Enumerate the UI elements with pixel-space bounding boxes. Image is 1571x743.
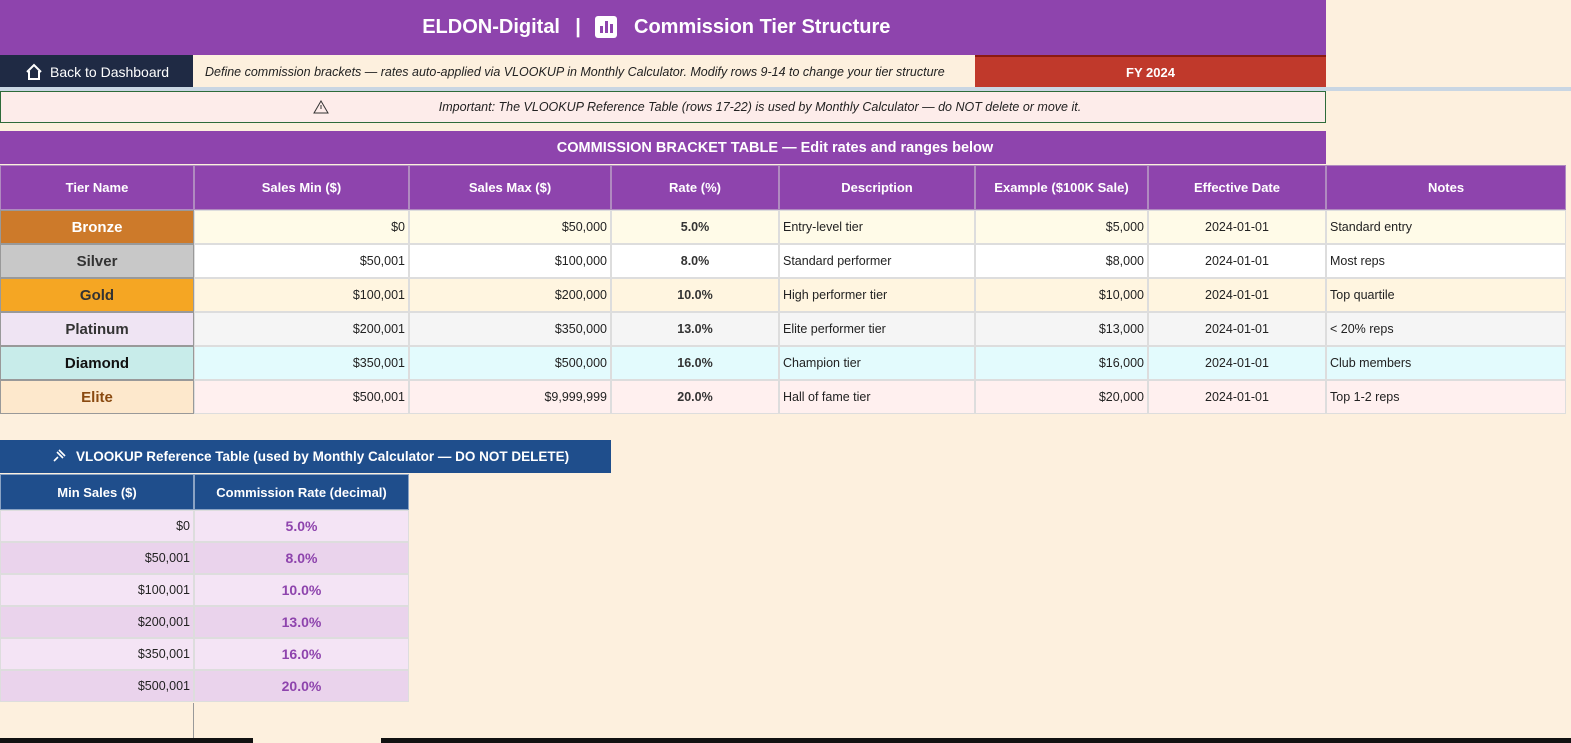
table-cell: 8.0% bbox=[611, 244, 779, 278]
table-cell: $8,000 bbox=[975, 244, 1148, 278]
info-text: Define commission brackets — rates auto-… bbox=[194, 55, 974, 88]
table-cell: $9,999,999 bbox=[409, 380, 611, 414]
table-cell: Elite performer tier bbox=[779, 312, 975, 346]
icon bbox=[600, 21, 613, 33]
column-header: Notes bbox=[1326, 165, 1566, 210]
table-cell: 2024-01-01 bbox=[1148, 312, 1326, 346]
table-cell: $13,000 bbox=[975, 312, 1148, 346]
table-cell: $100,001 bbox=[194, 278, 409, 312]
table-cell: $350,001 bbox=[194, 346, 409, 380]
table-cell: $20,000 bbox=[975, 380, 1148, 414]
table-cell: 2024-01-01 bbox=[1148, 210, 1326, 244]
tab-bar bbox=[381, 738, 1571, 743]
pin-icon bbox=[50, 447, 68, 465]
table-cell: Champion tier bbox=[779, 346, 975, 380]
table-cell: Most reps bbox=[1326, 244, 1566, 278]
table-cell: Standard entry bbox=[1326, 210, 1566, 244]
column-header: Min Sales ($) bbox=[0, 474, 194, 510]
table-cell: 10.0% bbox=[611, 278, 779, 312]
column-header: Sales Max ($) bbox=[409, 165, 611, 210]
table-cell: $200,001 bbox=[0, 606, 194, 638]
icon bbox=[26, 63, 42, 80]
column-header: Effective Date bbox=[1148, 165, 1326, 210]
table-cell: < 20% reps bbox=[1326, 312, 1566, 346]
table-cell: $0 bbox=[0, 510, 194, 542]
column-header: Rate (%) bbox=[611, 165, 779, 210]
tier-name: Platinum bbox=[0, 312, 194, 346]
vlookup-bar bbox=[0, 440, 611, 473]
home-icon bbox=[24, 62, 44, 82]
table-cell: 5.0% bbox=[611, 210, 779, 244]
column-header: Example ($100K Sale) bbox=[975, 165, 1148, 210]
table-cell: $5,000 bbox=[975, 210, 1148, 244]
warning-bar bbox=[0, 91, 1326, 123]
header-brand: ELDON-Digital bbox=[422, 16, 560, 38]
table-cell: $50,000 bbox=[409, 210, 611, 244]
table-cell: $100,001 bbox=[0, 574, 194, 606]
table-cell: $50,001 bbox=[194, 244, 409, 278]
table-cell: High performer tier bbox=[779, 278, 975, 312]
table-cell: Entry-level tier bbox=[779, 210, 975, 244]
table-cell: Club members bbox=[1326, 346, 1566, 380]
table-cell: $0 bbox=[194, 210, 409, 244]
table-cell: $500,000 bbox=[409, 346, 611, 380]
column-header: Sales Min ($) bbox=[194, 165, 409, 210]
table-cell: $200,001 bbox=[194, 312, 409, 346]
tier-name: Elite bbox=[0, 380, 194, 414]
fy-badge: FY 2024 bbox=[975, 55, 1326, 88]
header-title: Commission Tier Structure bbox=[634, 16, 891, 38]
tier-name: Bronze bbox=[0, 210, 194, 244]
table-cell: 20.0% bbox=[194, 670, 409, 702]
table-cell: 5.0% bbox=[194, 510, 409, 542]
table-cell: 16.0% bbox=[611, 346, 779, 380]
table-cell: $350,000 bbox=[409, 312, 611, 346]
table-cell: 2024-01-01 bbox=[1148, 346, 1326, 380]
gridline bbox=[193, 703, 194, 739]
warn-icon bbox=[312, 98, 330, 116]
table-cell: $350,001 bbox=[0, 638, 194, 670]
table-cell: 2024-01-01 bbox=[1148, 380, 1326, 414]
column-header: Description bbox=[779, 165, 975, 210]
icon bbox=[313, 100, 329, 114]
table-cell: $500,001 bbox=[0, 670, 194, 702]
table-cell: 2024-01-01 bbox=[1148, 244, 1326, 278]
tier-name: Silver bbox=[0, 244, 194, 278]
tab-bar bbox=[0, 738, 253, 743]
table-cell: $500,001 bbox=[194, 380, 409, 414]
table-cell: 8.0% bbox=[194, 542, 409, 574]
warning-text: Important: The VLOOKUP Reference Table (… bbox=[438, 100, 1082, 114]
header-bar bbox=[0, 0, 1326, 55]
table-cell: Top quartile bbox=[1326, 278, 1566, 312]
column-header: Tier Name bbox=[0, 165, 194, 210]
table-cell: $100,000 bbox=[409, 244, 611, 278]
table-cell: Hall of fame tier bbox=[779, 380, 975, 414]
table-cell: Top 1-2 reps bbox=[1326, 380, 1566, 414]
vlookup-title: VLOOKUP Reference Table (used by Monthly… bbox=[76, 449, 570, 464]
section-title: COMMISSION BRACKET TABLE — Edit rates an… bbox=[556, 139, 994, 156]
table-cell: $10,000 bbox=[975, 278, 1148, 312]
table-cell: $200,000 bbox=[409, 278, 611, 312]
column-header: Commission Rate (decimal) bbox=[194, 474, 409, 510]
table-cell: $50,001 bbox=[0, 542, 194, 574]
table-cell: $16,000 bbox=[975, 346, 1148, 380]
chart-icon bbox=[595, 16, 617, 38]
back-button[interactable]: Back to Dashboard bbox=[0, 55, 193, 88]
separator bbox=[0, 87, 1571, 91]
header-sep: | bbox=[575, 16, 581, 38]
section-bar bbox=[0, 131, 1326, 164]
table-cell: 16.0% bbox=[194, 638, 409, 670]
table-cell: Standard performer bbox=[779, 244, 975, 278]
tier-name: Diamond bbox=[0, 346, 194, 380]
icon bbox=[53, 449, 66, 462]
tier-name: Gold bbox=[0, 278, 194, 312]
table-cell: 10.0% bbox=[194, 574, 409, 606]
table-cell: 20.0% bbox=[611, 380, 779, 414]
table-cell: 13.0% bbox=[194, 606, 409, 638]
table-cell: 13.0% bbox=[611, 312, 779, 346]
table-cell: 2024-01-01 bbox=[1148, 278, 1326, 312]
